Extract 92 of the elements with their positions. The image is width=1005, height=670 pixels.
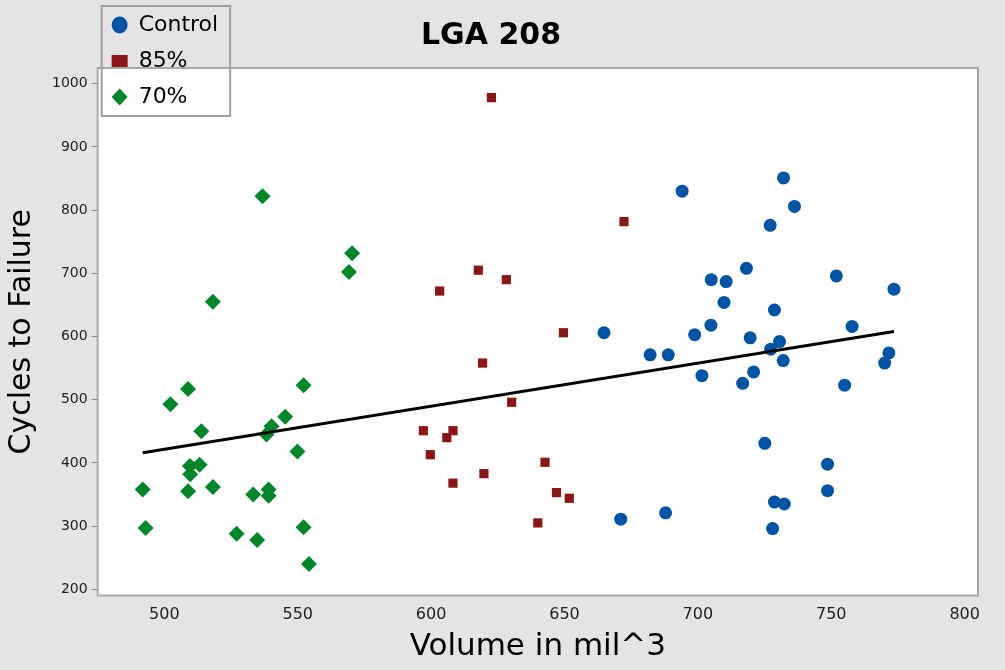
point	[787, 199, 801, 213]
point	[887, 282, 901, 296]
point	[821, 457, 835, 471]
point	[829, 269, 843, 283]
point	[162, 396, 179, 413]
point	[295, 519, 312, 536]
y-tick-label: 500	[60, 390, 88, 407]
x-tick-label: 650	[549, 604, 580, 624]
point	[228, 525, 245, 542]
point	[533, 518, 543, 528]
point	[659, 506, 673, 520]
point	[435, 286, 445, 296]
point	[747, 365, 761, 379]
point	[763, 218, 777, 232]
point	[821, 484, 835, 498]
point	[448, 426, 458, 436]
point	[478, 358, 488, 368]
point	[688, 328, 702, 342]
legend-label: 70%	[138, 82, 188, 108]
x-axis-title: Volume in mil^3	[409, 626, 667, 663]
point	[245, 486, 262, 503]
point	[418, 426, 428, 436]
legend-label: Control	[138, 10, 219, 36]
point	[479, 469, 489, 479]
y-axis-title: Cycles to Failure	[1, 209, 37, 455]
point	[695, 369, 709, 383]
y-tick-label: 600	[60, 327, 88, 344]
point	[249, 532, 266, 548]
y-tick-label: 1000	[51, 74, 88, 91]
point	[719, 275, 733, 289]
point	[551, 488, 562, 498]
point	[766, 522, 780, 536]
point	[838, 378, 852, 392]
point	[614, 512, 628, 526]
point	[295, 377, 312, 394]
point	[767, 303, 781, 317]
point	[643, 348, 657, 362]
point	[193, 423, 210, 440]
point	[448, 478, 458, 488]
point	[254, 188, 271, 205]
point	[736, 376, 750, 390]
point	[777, 171, 791, 185]
point	[501, 275, 511, 285]
y-tick-label: 900	[60, 137, 88, 154]
point	[486, 93, 496, 103]
point	[597, 326, 611, 340]
legend-label: 85%	[138, 46, 188, 72]
y-tick-label: 400	[60, 453, 88, 470]
point	[540, 457, 550, 467]
point	[675, 184, 689, 198]
x-tick-label: 800	[949, 604, 980, 624]
point	[300, 556, 317, 573]
point	[739, 261, 753, 275]
point	[137, 519, 154, 536]
point	[882, 346, 896, 360]
x-tick-label: 500	[149, 604, 180, 624]
point	[344, 245, 361, 262]
y-tick-label: 200	[60, 579, 88, 596]
y-tick-label: 300	[60, 516, 88, 533]
point	[558, 328, 569, 338]
point	[204, 478, 221, 495]
point	[878, 356, 892, 370]
x-tick-label: 750	[816, 604, 847, 624]
point	[289, 443, 306, 460]
point	[204, 293, 221, 310]
y-tick-label: 800	[60, 200, 88, 217]
point	[777, 497, 791, 511]
point	[473, 265, 483, 275]
x-tick-label: 600	[415, 604, 447, 624]
point	[717, 295, 731, 309]
point	[704, 273, 718, 287]
point	[661, 348, 675, 362]
point	[564, 493, 574, 503]
point	[340, 264, 357, 281]
point	[425, 450, 435, 460]
point	[180, 380, 197, 397]
x-tick-label: 700	[682, 604, 714, 624]
point	[845, 319, 859, 333]
point	[180, 483, 197, 500]
point	[277, 408, 294, 425]
point	[619, 216, 629, 227]
chart-title: LGA 208	[420, 15, 562, 51]
point	[776, 354, 790, 368]
point	[507, 397, 517, 407]
x-tick-label: 550	[282, 604, 313, 624]
point	[704, 318, 718, 332]
y-tick-label: 700	[60, 263, 88, 280]
point	[442, 433, 452, 443]
point	[743, 331, 757, 345]
point	[773, 335, 787, 349]
point	[134, 481, 151, 498]
point	[758, 436, 772, 450]
